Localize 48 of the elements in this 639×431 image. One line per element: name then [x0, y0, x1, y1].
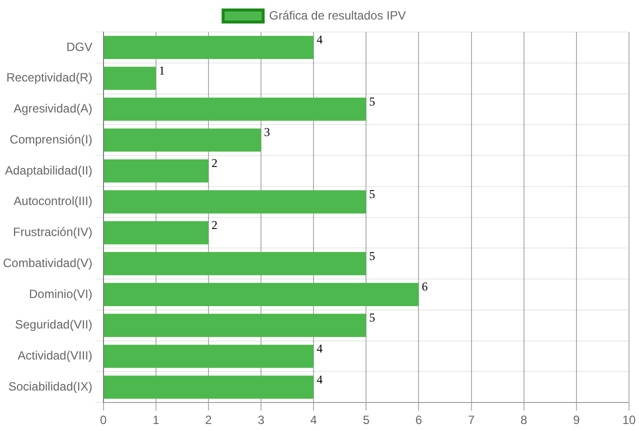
- bar: [104, 128, 262, 152]
- legend-label: Gráfica de resultados IPV: [269, 8, 406, 22]
- data-label: 4: [316, 32, 323, 47]
- bar: [104, 159, 208, 183]
- data-label: 1: [158, 63, 165, 78]
- bar: [104, 98, 366, 121]
- data-label: 5: [369, 310, 376, 325]
- y-tick-label: Dominio(VI): [29, 286, 92, 301]
- bar: [104, 36, 314, 60]
- y-tick-label: Agresividad(A): [14, 102, 92, 116]
- x-tick-label: 8: [520, 413, 528, 428]
- x-tick-label: 10: [622, 413, 636, 428]
- x-tick-label: 3: [258, 413, 265, 428]
- bar: [104, 66, 156, 90]
- y-tick-label: Actividad(VIII): [18, 348, 92, 363]
- data-label: 2: [211, 156, 218, 170]
- y-tick-label: Sociabilidad(IX): [8, 379, 92, 394]
- x-tick-label: 6: [415, 413, 422, 428]
- bar: [104, 252, 366, 276]
- y-tick-label: Receptividad(R): [6, 70, 92, 85]
- data-label: 5: [369, 187, 376, 202]
- x-tick-label: 9: [573, 413, 580, 428]
- y-tick-label: Seguridad(VII): [14, 318, 92, 332]
- data-label: 6: [422, 280, 428, 294]
- x-tick-label: 4: [310, 413, 318, 428]
- bar: [104, 190, 366, 214]
- data-label: 3: [264, 125, 270, 140]
- bar: [104, 344, 314, 368]
- y-tick-label: Adaptabilidad(II): [4, 163, 92, 178]
- bar: [104, 221, 208, 244]
- bar: [104, 314, 366, 337]
- y-tick-label: Comprensión(I): [10, 132, 92, 146]
- x-tick-label: 2: [205, 413, 212, 428]
- data-label: 2: [211, 218, 218, 232]
- y-tick-label: Frustración(IV): [13, 225, 92, 240]
- x-tick-label: 5: [362, 413, 370, 428]
- y-tick-label: Combatividad(V): [2, 256, 92, 270]
- data-label: 5: [369, 94, 376, 108]
- data-label: 5: [369, 248, 376, 263]
- bar: [104, 376, 314, 399]
- bar: [104, 282, 419, 306]
- y-tick-label: Autocontrol(III): [14, 194, 92, 208]
- data-label: 4: [316, 341, 323, 356]
- x-tick-label: 1: [152, 413, 160, 428]
- x-tick-label: 0: [100, 413, 108, 428]
- y-tick-label: DGV: [66, 40, 92, 54]
- data-label: 4: [316, 372, 323, 386]
- x-tick-label: 7: [468, 413, 475, 428]
